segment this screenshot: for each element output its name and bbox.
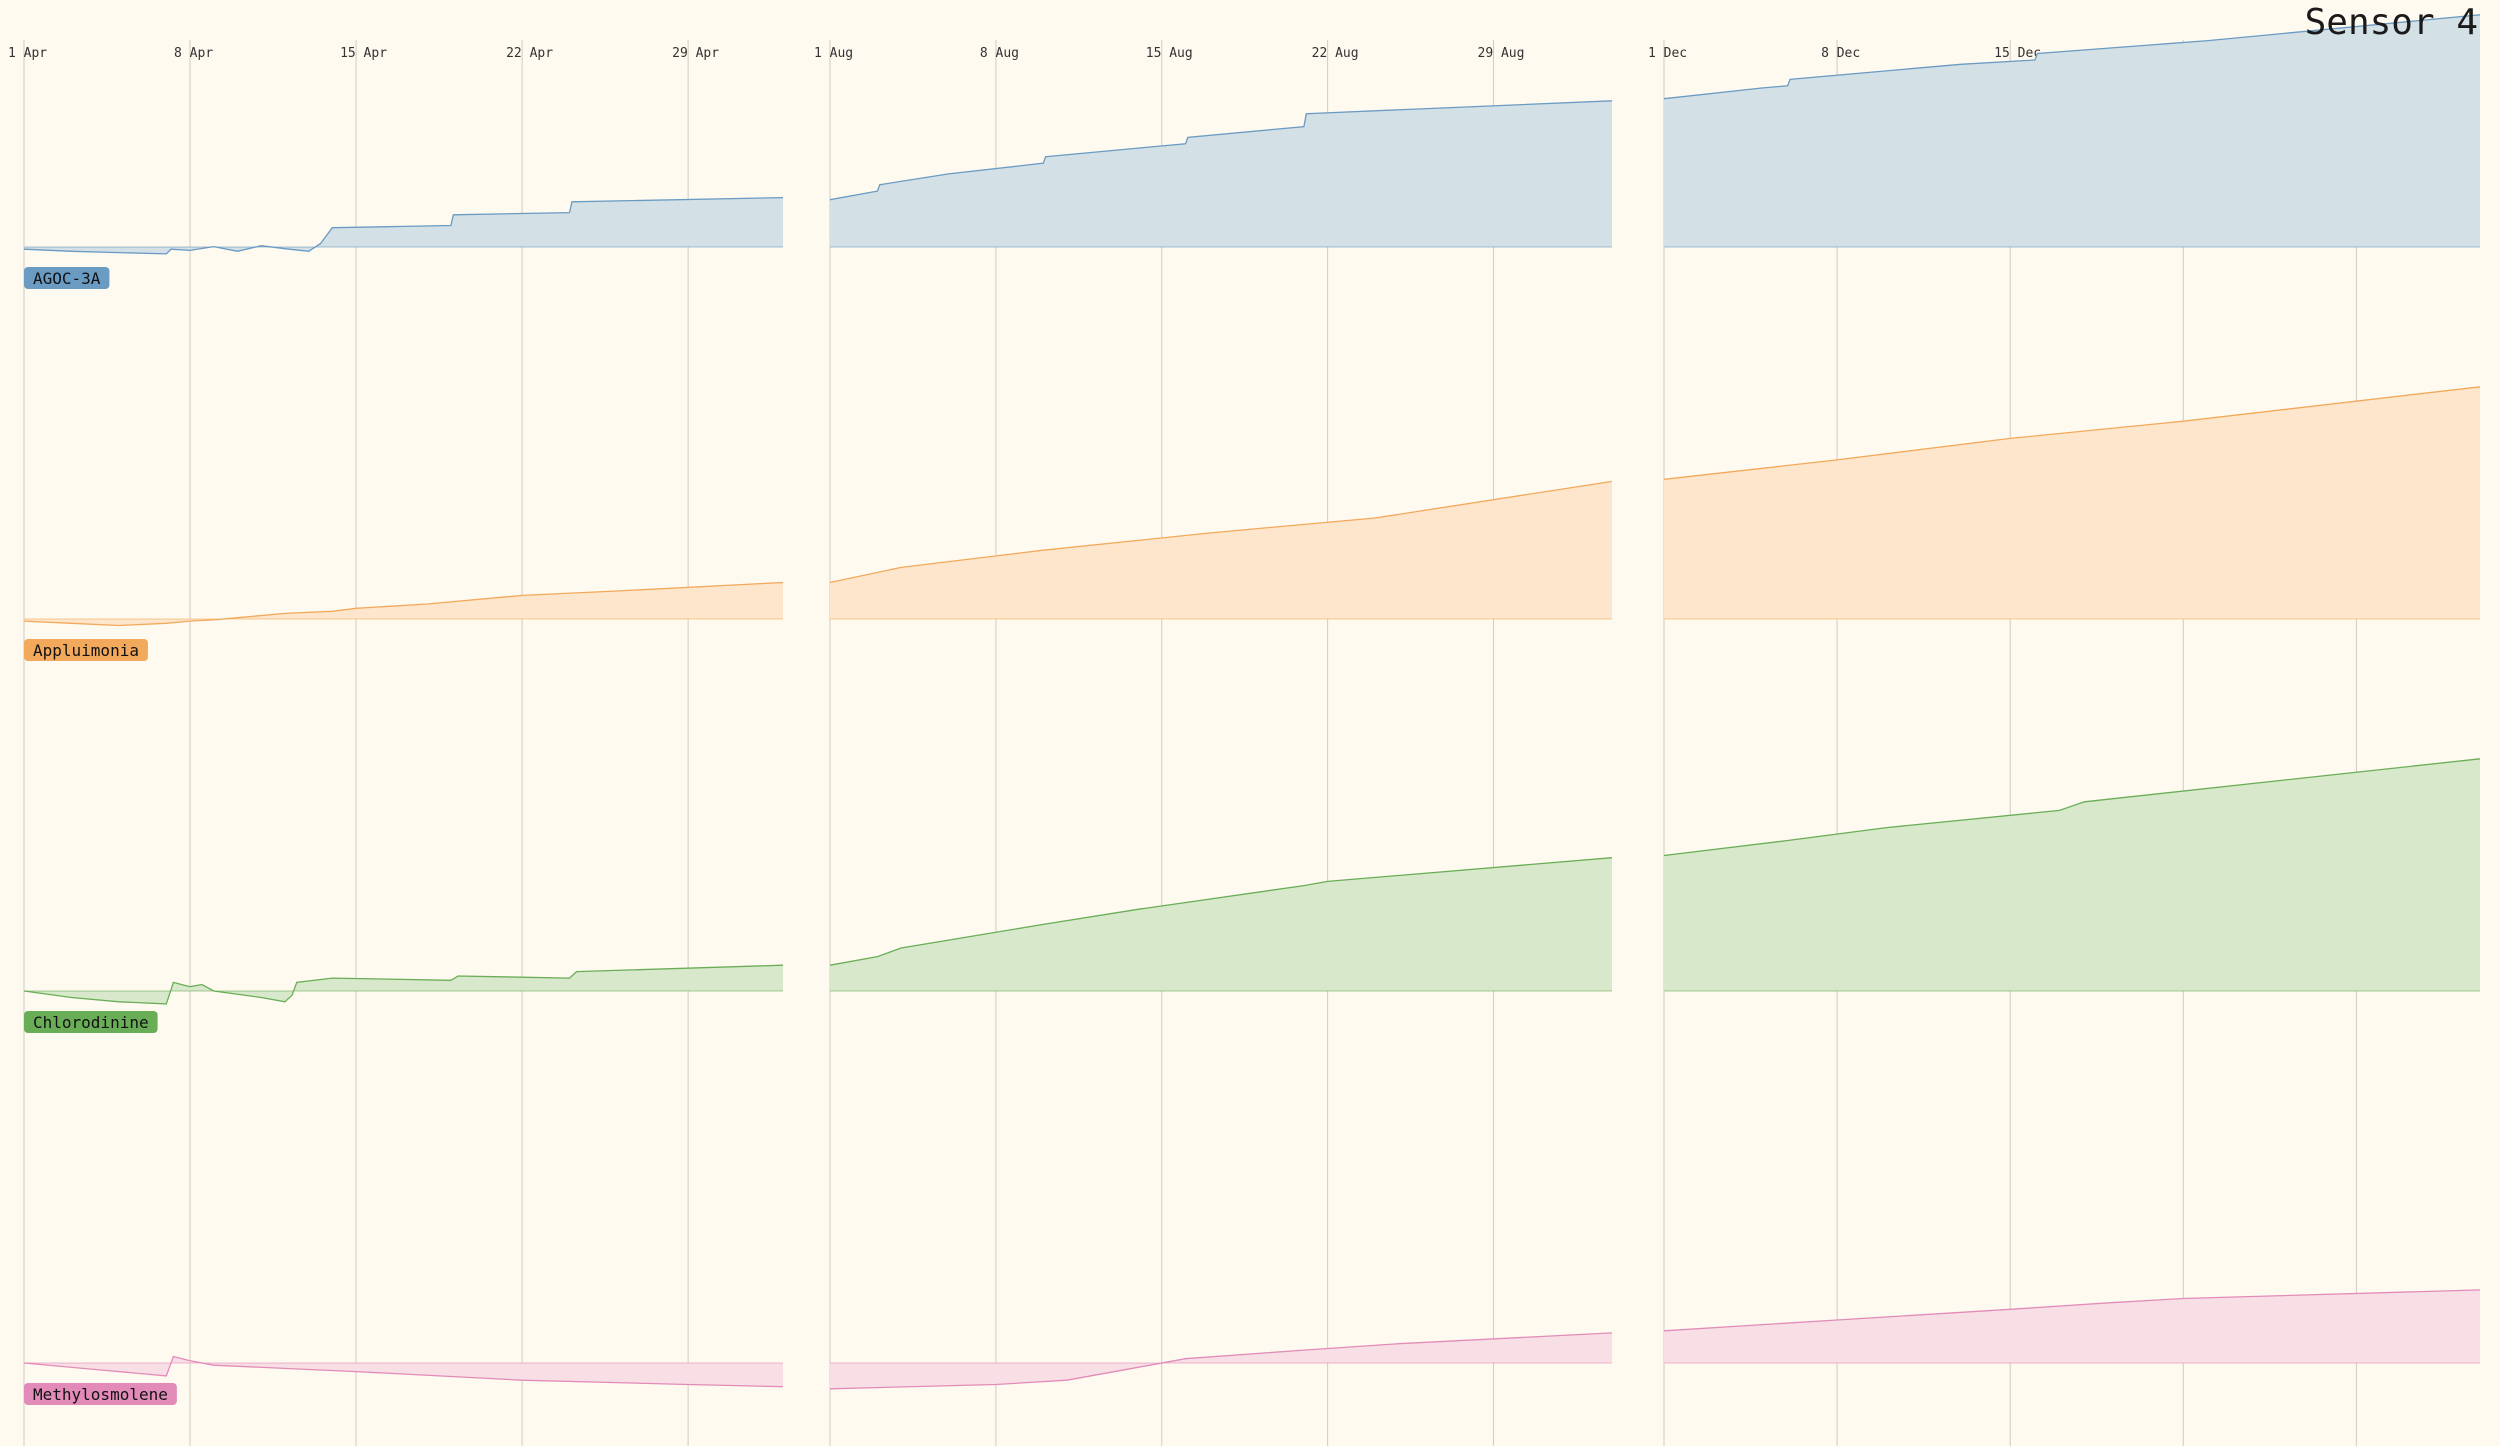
area-chlorodinine-aug xyxy=(830,857,1612,991)
line-agoc-3a-dec xyxy=(1663,14,2481,100)
chart-title: Sensor 4 xyxy=(2304,2,2478,43)
area-agoc-3a-dec xyxy=(1664,14,2480,247)
series-label-text: AGOC-3A xyxy=(33,269,101,288)
area-chlorodinine-dec xyxy=(1664,758,2480,991)
line-chlorodinine-aug xyxy=(829,857,1613,966)
tick-label: 15 Aug xyxy=(1146,46,1193,61)
area-agoc-3a-apr xyxy=(24,197,783,254)
series-label: Appluimonia xyxy=(24,639,148,661)
line-methylosmolene-dec xyxy=(1663,1289,2481,1332)
series-label: Chlorodinine xyxy=(24,1011,158,1033)
tick-label: 8 Aug xyxy=(980,46,1019,61)
line-appluimonia-aug xyxy=(829,480,1613,584)
tick-label: 22 Apr xyxy=(506,46,553,61)
line-agoc-3a-apr xyxy=(23,196,784,255)
series-label-badge xyxy=(24,1383,177,1405)
series-label-badge xyxy=(24,267,110,289)
tick-label: 15 Apr xyxy=(340,46,387,61)
series-label-text: Chlorodinine xyxy=(33,1013,149,1032)
line-appluimonia-dec xyxy=(1663,386,2481,480)
series-label-text: Appluimonia xyxy=(33,641,139,660)
area-agoc-3a-aug xyxy=(830,100,1612,247)
tick-label: 1 Aug xyxy=(814,46,853,61)
series-label-badge xyxy=(24,1011,158,1033)
series-labels: AGOC-3A Appluimonia Chlorodinine Methylosmo… xyxy=(24,267,177,1405)
tick-label: 22 Aug xyxy=(1312,46,1359,61)
grid xyxy=(23,40,2357,1446)
line-appluimonia-apr xyxy=(23,581,784,627)
area-methylosmolene-dec xyxy=(1664,1289,2480,1363)
tick-label: 29 Aug xyxy=(1478,46,1525,61)
tick-label: 8 Apr xyxy=(174,46,213,61)
series-label: AGOC-3A xyxy=(24,267,110,289)
line-chlorodinine-dec xyxy=(1663,758,2481,857)
line-agoc-3a-aug xyxy=(829,100,1613,201)
series-areas xyxy=(23,14,2481,1390)
series-label-badge xyxy=(24,639,148,661)
tick-label: 29 Apr xyxy=(672,46,719,61)
series-label: Methylosmolene xyxy=(24,1383,177,1405)
tick-label: 1 Dec xyxy=(1648,46,1687,61)
area-chlorodinine-apr xyxy=(24,965,783,1004)
tick-label: 8 Dec xyxy=(1821,46,1860,61)
tick-label: 1 Apr xyxy=(8,46,47,61)
x-axis-ticks: 1 Apr 8 Apr 15 Apr 22 Apr 29 Apr 1 Aug 8 Aug 15… xyxy=(8,46,2387,61)
area-appluimonia-aug xyxy=(830,481,1612,619)
area-appluimonia-dec xyxy=(1664,386,2480,619)
line-chlorodinine-apr xyxy=(23,964,784,1005)
series-label-text: Methylosmolene xyxy=(33,1385,168,1404)
tick-label: 15 Dec xyxy=(1994,46,2041,61)
area-appluimonia-apr xyxy=(24,582,783,626)
area-methylosmolene-aug xyxy=(830,1332,1612,1389)
area-methylosmolene-apr xyxy=(24,1356,783,1387)
